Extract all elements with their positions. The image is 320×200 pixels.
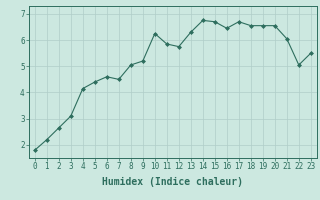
X-axis label: Humidex (Indice chaleur): Humidex (Indice chaleur) <box>102 177 243 187</box>
